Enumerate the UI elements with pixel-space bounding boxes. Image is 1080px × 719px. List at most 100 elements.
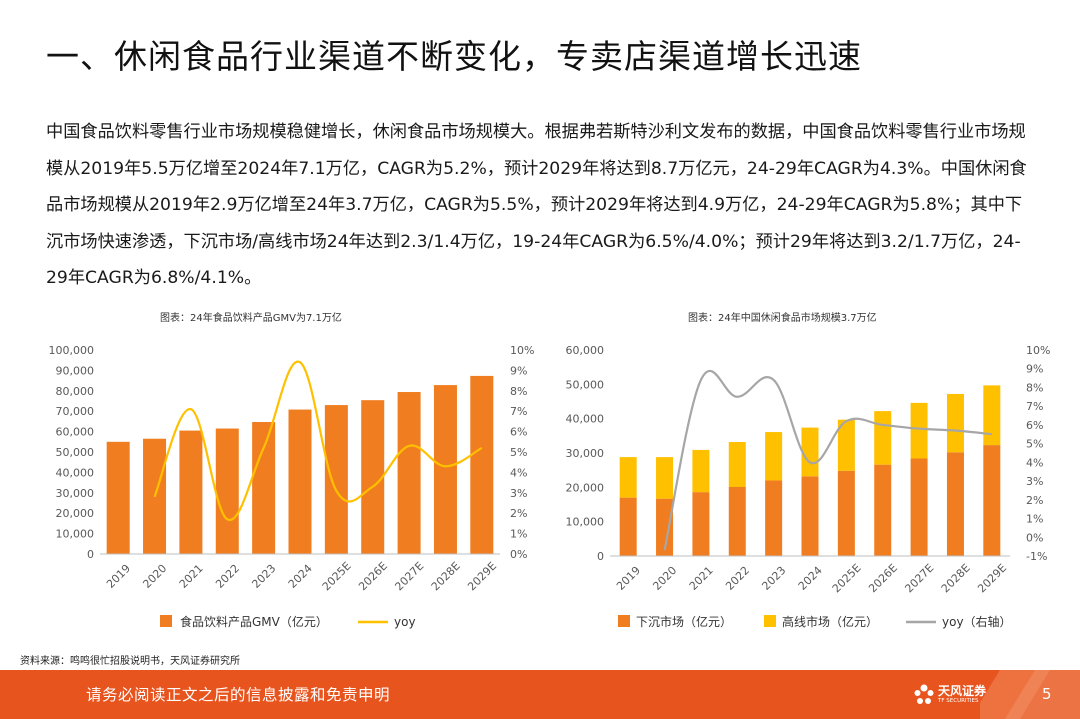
y-right-tick-label: 10% — [1026, 344, 1050, 357]
bar-secondary — [692, 449, 710, 493]
y-left-tick-label: 60,000 — [566, 344, 605, 357]
y-left-tick-label: 40,000 — [566, 413, 605, 426]
y-right-tick-label: -1% — [1026, 550, 1047, 563]
bar-primary — [692, 492, 710, 556]
y-right-tick-label: 8% — [510, 385, 527, 398]
gmv-chart: 0 10,000 20,000 30,000 40,000 50,000 60,000 70,… — [49, 344, 535, 629]
snack-market-chart: 0 10,000 20,000 30,000 40,000 50,000 60,000 -1%… — [566, 344, 1051, 629]
intro-paragraph: 中国食品饮料零售行业市场规模稳健增长，休闲食品市场规模大。根据弗若斯特沙利文发布… — [46, 122, 1027, 288]
bar-secondary — [910, 402, 928, 459]
y-right-tick-label: 0% — [510, 548, 527, 561]
y-left-tick-label: 20,000 — [566, 481, 605, 494]
yoy-line — [663, 370, 992, 551]
legend-bar-swatch — [764, 615, 776, 627]
y-right-tick-label: 1% — [1026, 513, 1043, 526]
bar-primary — [361, 400, 385, 554]
bar-secondary — [837, 419, 855, 471]
bar-primary — [179, 430, 203, 554]
y-left-tick-label: 90,000 — [56, 364, 95, 377]
y-right-tick-label: 10% — [510, 344, 534, 357]
x-tick-label: 2019 — [104, 562, 133, 591]
y-left-tick-label: 10,000 — [566, 516, 605, 529]
x-tick-label: 2023 — [249, 562, 278, 591]
bar-secondary — [946, 393, 964, 453]
bar-primary — [433, 385, 457, 554]
y-right-tick-label: 2% — [510, 507, 527, 520]
x-tick-label: 2019 — [614, 564, 643, 593]
y-right-tick-label: 5% — [1026, 438, 1043, 451]
x-tick-label: 2026E — [356, 559, 390, 593]
bar-primary — [252, 422, 276, 554]
bar-secondary — [728, 442, 746, 487]
x-tick-label: 2028E — [939, 561, 973, 595]
bar-primary — [946, 452, 964, 556]
x-tick-label: 2025E — [320, 559, 354, 593]
disclaimer-text: 请务必阅读正文之后的信息披露和免责申明 — [86, 686, 391, 704]
legend-label: 食品饮料产品GMV（亿元） — [180, 614, 328, 629]
y-left-tick-label: 50,000 — [566, 378, 605, 391]
legend-bar-swatch — [160, 615, 172, 627]
x-tick-label: 2028E — [429, 559, 463, 593]
page-number: 5 — [1042, 685, 1052, 703]
y-left-tick-label: 0 — [597, 550, 604, 563]
y-right-tick-label: 3% — [510, 487, 527, 500]
y-right-tick-label: 5% — [510, 446, 527, 459]
y-right-tick-label: 8% — [1026, 381, 1043, 394]
x-tick-label: 2024 — [796, 564, 825, 593]
bar-secondary — [983, 385, 1001, 446]
x-tick-label: 2021 — [177, 562, 206, 591]
y-left-tick-label: 30,000 — [566, 447, 605, 460]
logo-subtitle: TF SECURITIES — [938, 698, 979, 704]
y-right-tick-label: 6% — [510, 426, 527, 439]
bar-primary — [656, 498, 674, 556]
y-left-tick-label: 30,000 — [56, 487, 95, 500]
y-right-tick-label: 7% — [1026, 400, 1043, 413]
x-tick-label: 2029E — [465, 559, 499, 593]
bar-primary — [910, 458, 928, 556]
x-tick-label: 2025E — [830, 561, 864, 595]
y-right-tick-label: 4% — [1026, 456, 1043, 469]
x-tick-label: 2027E — [902, 561, 936, 595]
legend-label: 高线市场（亿元） — [782, 614, 878, 629]
bar-primary — [801, 476, 819, 556]
yoy-line — [153, 360, 483, 521]
y-right-tick-label: 9% — [510, 364, 527, 377]
bar-primary — [470, 375, 494, 554]
y-left-tick-label: 80,000 — [56, 385, 95, 398]
y-left-tick-label: 60,000 — [56, 426, 95, 439]
legend-label: 下沉市场（亿元） — [636, 614, 732, 629]
y-left-tick-label: 100,000 — [49, 344, 95, 357]
bar-primary — [874, 464, 892, 556]
bar-secondary — [765, 432, 783, 481]
y-right-tick-label: 0% — [1026, 531, 1043, 544]
x-tick-label: 2024 — [286, 562, 315, 591]
y-right-tick-label: 1% — [510, 528, 527, 541]
footer-bar: 请务必阅读正文之后的信息披露和免责申明 天风证券 TF SECURITIES 5 — [0, 670, 1080, 719]
bar-primary — [215, 428, 239, 554]
bar-primary — [324, 405, 348, 554]
y-left-tick-label: 0 — [87, 548, 94, 561]
bar-primary — [837, 470, 855, 556]
y-left-tick-label: 40,000 — [56, 466, 95, 479]
y-left-tick-label: 10,000 — [56, 528, 95, 541]
x-tick-label: 2026E — [866, 561, 900, 595]
y-left-tick-label: 70,000 — [56, 405, 95, 418]
bar-primary — [288, 409, 312, 554]
y-right-tick-label: 2% — [1026, 494, 1043, 507]
x-tick-label: 2029E — [975, 561, 1009, 595]
bar-primary — [397, 392, 421, 554]
legend-bar-swatch — [618, 615, 630, 627]
bar-primary — [619, 497, 637, 556]
source-note: 资料来源：鸣鸣很忙招股说明书，天风证券研究所 — [20, 656, 240, 667]
bar-primary — [106, 441, 130, 554]
x-tick-label: 2022 — [213, 562, 242, 591]
y-right-tick-label: 4% — [510, 466, 527, 479]
x-tick-label: 2020 — [650, 564, 679, 593]
legend-label: yoy — [394, 615, 416, 629]
y-right-tick-label: 7% — [510, 405, 527, 418]
x-tick-label: 2021 — [687, 564, 716, 593]
bar-primary — [728, 486, 746, 556]
y-left-tick-label: 20,000 — [56, 507, 95, 520]
logo-name: 天风证券 — [938, 684, 987, 698]
bar-primary — [983, 445, 1001, 556]
